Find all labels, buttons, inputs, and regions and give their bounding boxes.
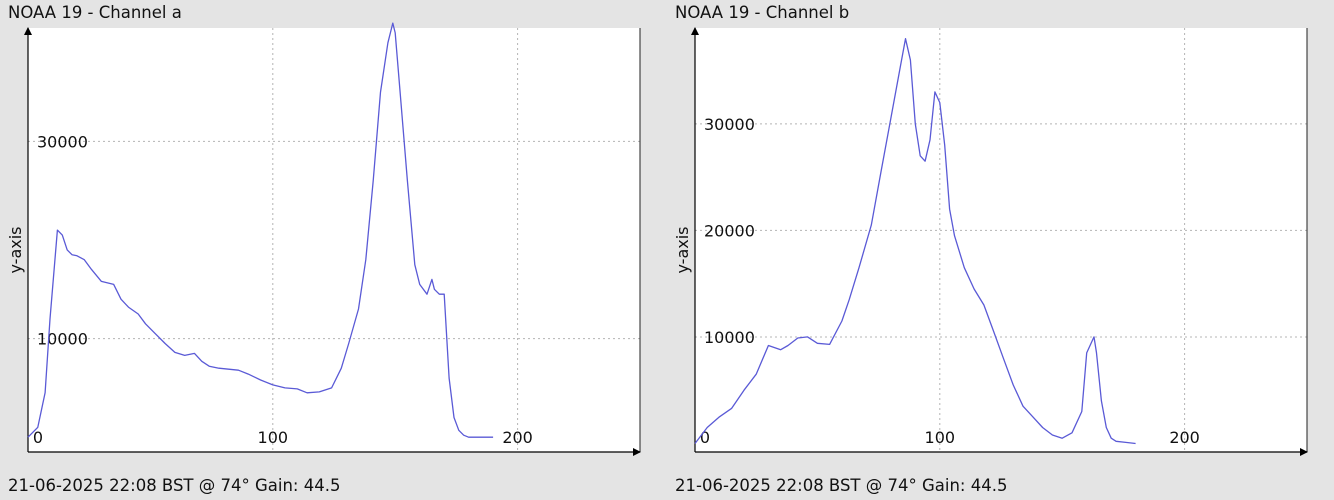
chart-footer: 21-06-2025 22:08 BST @ 74° Gain: 44.5 xyxy=(675,476,1008,495)
y-tick-label: 30000 xyxy=(37,132,88,151)
x-tick-label: 100 xyxy=(925,428,956,447)
x-axis-arrow xyxy=(1300,448,1308,456)
y-tick-label: 10000 xyxy=(37,330,88,349)
chart-footer: 21-06-2025 22:08 BST @ 74° Gain: 44.5 xyxy=(8,476,341,495)
x-tick-label: 100 xyxy=(258,428,289,447)
y-tick-label: 10000 xyxy=(704,328,755,347)
y-axis-label: y-axis xyxy=(673,226,692,273)
plot-area xyxy=(28,28,640,452)
x-tick-label: 200 xyxy=(502,428,533,447)
chart-title: NOAA 19 - Channel b xyxy=(675,3,850,22)
y-tick-label: 20000 xyxy=(704,221,755,240)
x-tick-label: 0 xyxy=(33,428,43,447)
y-axis-label: y-axis xyxy=(6,226,25,273)
chart-panel-channel-b: NOAA 19 - Channel b 0 100 200 10000 20000 300… xyxy=(667,0,1334,500)
chart-panel-channel-a: NOAA 19 - Channel a 0 100 200 10000 30000 y-a… xyxy=(6,3,641,495)
x-tick-label: 0 xyxy=(700,428,710,447)
chart-title: NOAA 19 - Channel a xyxy=(8,3,182,22)
x-tick-label: 200 xyxy=(1169,428,1200,447)
series-line xyxy=(27,22,494,438)
chart-plot-channel-a: 0 100 200 10000 30000 y-axis xyxy=(6,22,641,456)
plot-area xyxy=(695,28,1307,452)
y-axis-arrow xyxy=(24,27,32,35)
y-tick-label: 30000 xyxy=(704,115,755,134)
series-line xyxy=(694,38,1136,445)
x-axis-arrow xyxy=(633,448,641,456)
chart-plot-channel-b: 0 100 200 10000 20000 30000 y-axis xyxy=(673,27,1308,456)
y-axis-arrow xyxy=(691,27,699,35)
